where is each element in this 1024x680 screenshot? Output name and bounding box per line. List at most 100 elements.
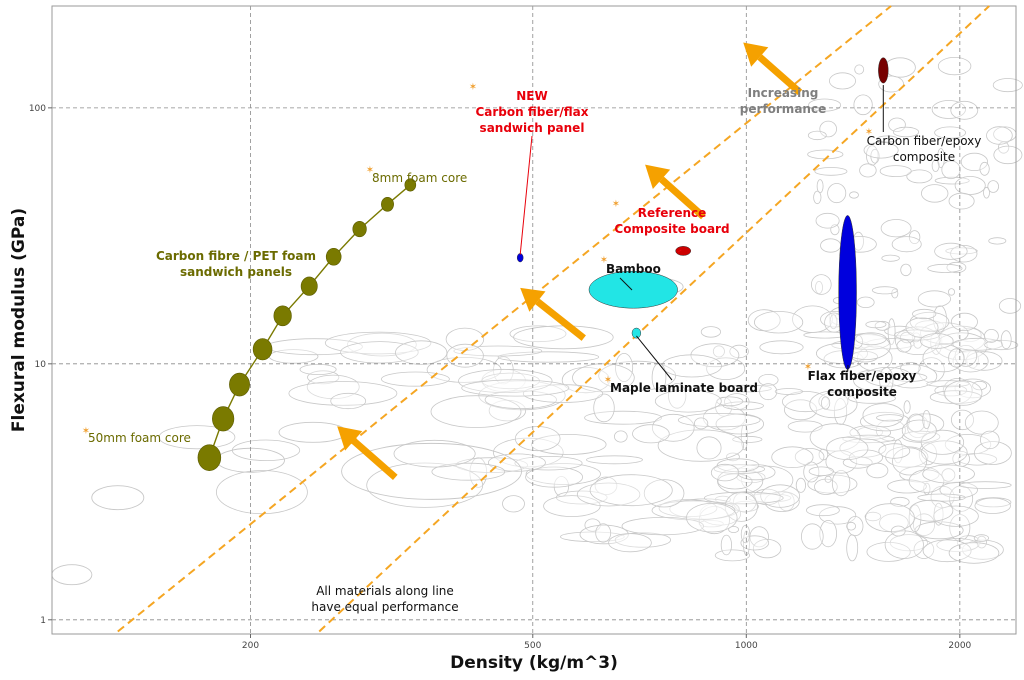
background-material-bubble (881, 254, 900, 262)
background-material-bubble (866, 145, 879, 166)
background-material-bubble (758, 373, 779, 386)
foam-panel-point (273, 305, 292, 327)
background-material-bubble (983, 186, 990, 199)
background-material-bubble (937, 56, 972, 76)
equal-performance-line (318, 5, 990, 633)
background-material-bubble (783, 399, 818, 421)
background-material-bubble (887, 479, 927, 494)
background-material-bubble (974, 497, 1011, 514)
foam-panel-point (352, 221, 367, 238)
background-material-bubble (824, 475, 832, 483)
background-material-bubble (829, 314, 838, 330)
background-material-bubble (892, 126, 920, 138)
background-material-bubble (806, 504, 840, 517)
annotation-star: ✶ (865, 127, 873, 138)
background-material-bubble (931, 100, 966, 119)
leader-line (519, 135, 533, 255)
background-material-bubble (589, 474, 673, 507)
performance-arrow-shaft (757, 54, 803, 95)
x-tick-label: 2000 (948, 641, 971, 651)
background-material-bubble (809, 390, 858, 419)
annotation-50mm-foam-core: 50mm foam core (88, 431, 191, 445)
background-material-bubble (944, 380, 983, 406)
background-material-bubble (572, 363, 635, 393)
background-material-bubble (847, 392, 896, 404)
leader-line (636, 335, 673, 381)
background-material-bubble (820, 396, 831, 410)
background-material-bubble (722, 401, 764, 411)
background-material-bubble (800, 523, 824, 550)
background-material-bubble (826, 436, 869, 460)
foam-panel-point (252, 338, 273, 361)
background-material-bubble (458, 368, 553, 393)
background-material-bubble (878, 443, 911, 459)
background-material-bubble (986, 126, 1013, 145)
background-material-bubble (608, 533, 652, 553)
annotation-increasing-performance: Increasing performance (740, 86, 826, 116)
background-material-bubble (706, 357, 746, 381)
background-material-bubble (782, 391, 830, 413)
background-material-bubble (632, 424, 670, 444)
background-material-bubble (724, 491, 758, 522)
background-material-bubble (696, 436, 722, 460)
background-material-bubble (922, 464, 975, 484)
background-material-bubble (710, 463, 740, 482)
background-material-bubble (700, 326, 722, 338)
annotation-star: ✶ (82, 426, 90, 437)
background-material-bubble (988, 237, 1007, 245)
background-material-bubble (651, 362, 667, 393)
background-material-bubble (661, 354, 722, 378)
background-material-bubble (964, 410, 999, 435)
background-material-bubble (934, 126, 966, 139)
background-material-bubble (948, 288, 956, 296)
background-material-bubble (979, 430, 1000, 450)
foam-panel-point (381, 196, 394, 212)
background-material-bubble (948, 192, 975, 210)
background-material-bubble (901, 419, 937, 442)
background-material-bubble (920, 429, 965, 455)
background-material-bubble (492, 437, 564, 468)
background-material-bubble (341, 442, 523, 500)
foam-panel-point (229, 372, 250, 397)
background-material-bubble (621, 516, 704, 536)
material-marker (516, 253, 524, 263)
background-material-bubble (993, 145, 1023, 165)
background-material-bubble (657, 429, 745, 462)
background-material-bubble (976, 535, 987, 549)
background-material-bubble (903, 400, 911, 414)
background-material-bubble (922, 409, 931, 429)
background-material-bubble (461, 379, 570, 397)
background-material-bubble (380, 371, 450, 387)
background-material-bubble (973, 534, 990, 542)
background-material-bubble (888, 117, 906, 133)
background-material-bubble (960, 152, 989, 171)
background-material-bubble (853, 94, 873, 116)
background-material-bubbles (51, 56, 1023, 586)
background-material-bubble (884, 530, 924, 559)
background-material-bubble (1000, 330, 1012, 350)
background-material-bubble (643, 479, 685, 508)
background-material-bubble (958, 481, 1012, 489)
performance-arrow-head (645, 164, 671, 189)
background-material-bubble (831, 469, 851, 497)
equal-performance-lines (117, 5, 990, 633)
annotation-star: ✶ (469, 82, 477, 93)
background-material-bubble (890, 525, 906, 537)
background-material-bubble (864, 366, 912, 387)
annotation-star: ✶ (366, 165, 374, 176)
background-material-bubble (933, 305, 947, 333)
background-material-bubble (892, 447, 928, 476)
background-material-bubble (497, 351, 600, 363)
annotation-8mm-foam-core: 8mm foam core (372, 171, 467, 185)
x-axis-title: Density (kg/m^3) (450, 653, 618, 673)
foam-panel-point (300, 276, 318, 296)
x-tick-label: 200 (242, 641, 259, 651)
y-tick-label: 1 (40, 616, 46, 626)
background-material-bubble (759, 340, 804, 355)
background-material-bubble (922, 539, 972, 563)
plot-area-frame (51, 5, 1017, 635)
background-material-bubble (91, 485, 145, 511)
background-material-bubble (863, 141, 899, 159)
background-material-bubble (395, 340, 448, 365)
background-material-bubble (586, 455, 643, 465)
